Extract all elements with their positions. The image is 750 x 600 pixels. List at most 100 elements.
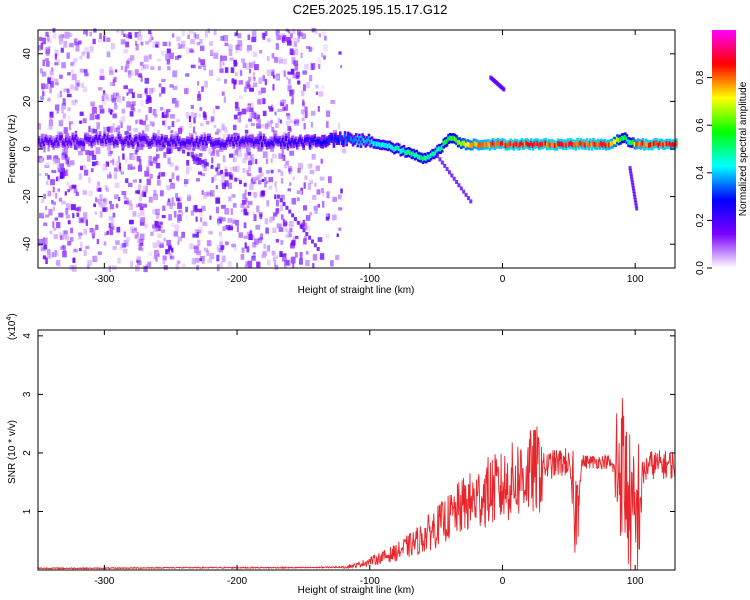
heatmap-cell [189, 243, 194, 250]
heatmap-cell [311, 64, 314, 71]
heatmap-cell [263, 243, 266, 249]
heatmap-cell [526, 141, 530, 147]
heatmap-cell [94, 197, 98, 203]
heatmap-cell [266, 245, 271, 252]
heatmap-cell [327, 176, 332, 184]
heatmap-cell [70, 160, 75, 166]
heatmap-cell [149, 173, 153, 179]
heatmap-cell [293, 60, 299, 66]
heatmap-cell [41, 138, 44, 144]
heatmap-cell [203, 114, 207, 120]
heatmap-cell [199, 153, 203, 157]
heatmap-cell [555, 143, 559, 149]
heatmap-cell [196, 231, 199, 238]
heatmap-cell [210, 164, 214, 169]
heatmap-cell [121, 243, 127, 248]
heatmap-cell [71, 135, 75, 141]
heatmap-cell [68, 138, 71, 144]
heatmap-cell [153, 249, 159, 256]
heatmap-cell [84, 47, 89, 54]
heatmap-cell [217, 139, 221, 145]
spectrogram-x-tick-label: -100 [360, 274, 380, 285]
heatmap-cell [187, 194, 192, 200]
heatmap-cell [202, 221, 208, 227]
heatmap-cell [245, 197, 248, 203]
heatmap-cell [507, 142, 511, 148]
heatmap-cell [282, 218, 285, 224]
heatmap-cell [495, 141, 498, 147]
heatmap-cell [119, 136, 122, 142]
heatmap-cell [44, 214, 50, 218]
heatmap-cell [266, 56, 270, 62]
heatmap-cell [199, 107, 203, 111]
heatmap-cell [168, 141, 172, 147]
heatmap-cell [135, 43, 139, 51]
heatmap-cell [170, 114, 175, 119]
heatmap-cell [424, 155, 428, 161]
heatmap-cell [129, 55, 135, 61]
heatmap-cell [160, 50, 166, 56]
heatmap-cell [303, 137, 307, 143]
heatmap-cell [332, 196, 337, 203]
heatmap-cell [289, 119, 294, 124]
heatmap-cell [209, 192, 214, 197]
heatmap-cell [66, 181, 70, 187]
heatmap-cell [99, 75, 105, 81]
heatmap-cell [97, 181, 100, 187]
heatmap-cell [222, 126, 228, 131]
heatmap-cell [667, 141, 670, 147]
heatmap-cell [306, 250, 309, 255]
heatmap-cell [116, 95, 122, 103]
heatmap-cell [253, 214, 257, 222]
heatmap-cell [291, 197, 297, 205]
heatmap-cell [215, 206, 220, 214]
heatmap-cell [536, 141, 540, 147]
heatmap-cell [185, 112, 190, 119]
heatmap-cell [171, 184, 174, 189]
heatmap-cell [205, 162, 209, 167]
heatmap-cell [216, 245, 219, 252]
heatmap-cell [155, 225, 161, 232]
heatmap-cell [189, 49, 195, 53]
snr-y-multiplier-exp: 4 [6, 317, 13, 321]
heatmap-cell [318, 64, 321, 69]
heatmap-cell [563, 141, 567, 147]
heatmap-cell [55, 250, 59, 257]
heatmap-cell [243, 235, 249, 239]
spectrogram-y-tick-label: -40 [22, 237, 33, 252]
heatmap-cell [49, 124, 53, 130]
heatmap-cell [318, 139, 321, 145]
heatmap-cell [240, 203, 245, 208]
heatmap-cell [216, 78, 221, 82]
heatmap-cell [220, 169, 223, 174]
heatmap-cell [259, 135, 262, 141]
heatmap-cell [194, 34, 200, 40]
heatmap-cell [136, 259, 140, 263]
heatmap-cell [228, 153, 234, 158]
heatmap-cell [266, 38, 271, 43]
heatmap-cell [633, 194, 637, 199]
heatmap-cell [143, 55, 149, 62]
heatmap-cell [447, 170, 451, 175]
heatmap-cell [175, 193, 179, 199]
heatmap-cell [271, 71, 275, 76]
heatmap-cell [630, 180, 634, 185]
heatmap-cell [116, 226, 121, 233]
heatmap-cell [146, 94, 151, 102]
heatmap-cell [321, 188, 324, 194]
heatmap-cell [331, 135, 334, 141]
heatmap-cell [185, 166, 190, 174]
heatmap-cell [247, 260, 253, 268]
heatmap-cell [445, 167, 449, 172]
heatmap-cell [148, 54, 152, 60]
heatmap-cell [651, 142, 654, 148]
heatmap-cell [52, 157, 58, 165]
heatmap-cell [522, 142, 525, 148]
heatmap-cell [89, 228, 94, 233]
heatmap-cell [237, 135, 240, 141]
heatmap-cell [89, 150, 94, 156]
heatmap-cell [232, 166, 238, 172]
heatmap-cell [261, 178, 265, 182]
snr-x-tick-label: 0 [500, 576, 506, 587]
heatmap-cell [246, 107, 251, 113]
